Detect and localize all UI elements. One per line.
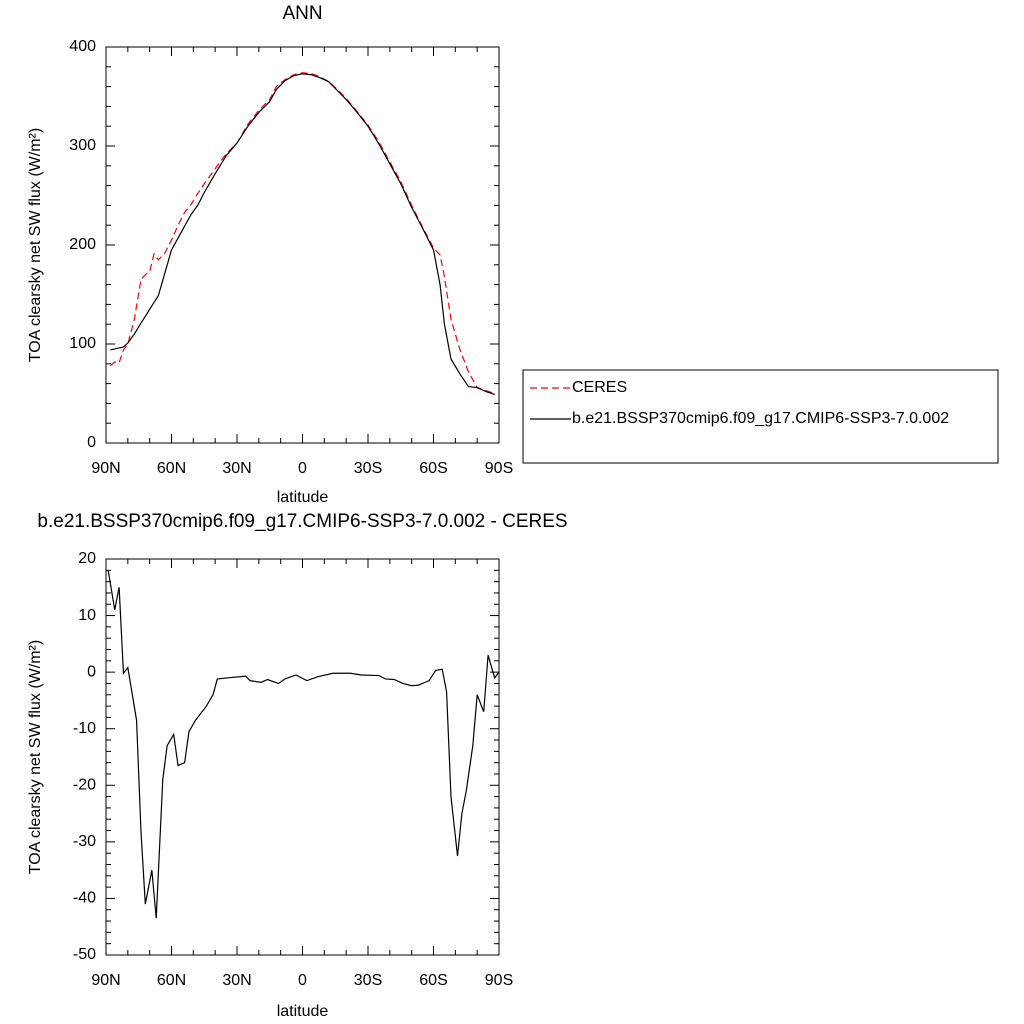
- y-tick-label: -30: [73, 833, 96, 850]
- x-tick-label: 90S: [485, 460, 513, 477]
- x-tick-label: 0: [298, 460, 307, 477]
- x-tick-label: 60N: [157, 460, 186, 477]
- data-line: [109, 72, 495, 395]
- x-tick-label: 60S: [419, 972, 447, 989]
- legend-label: CERES: [572, 379, 627, 396]
- y-tick-label: 400: [69, 38, 96, 55]
- x-tick-label: 30N: [222, 972, 251, 989]
- y-tick-label: -10: [73, 720, 96, 737]
- plot-frame: [105, 558, 500, 956]
- y-tick-label: 100: [69, 335, 96, 352]
- y-tick-label: 200: [69, 236, 96, 253]
- y-tick-label: -40: [73, 890, 96, 907]
- plot-frame: [105, 46, 500, 444]
- x-tick-label: 90N: [91, 460, 120, 477]
- x-tick-label: 30S: [354, 972, 382, 989]
- data-line: [110, 73, 495, 396]
- x-tick-label: 90S: [485, 972, 513, 989]
- y-axis-label: TOA clearsky net SW flux (W/m²): [27, 640, 44, 874]
- y-tick-label: 10: [78, 607, 96, 624]
- y-tick-label: 0: [87, 434, 96, 451]
- x-tick-label: 60S: [419, 460, 447, 477]
- x-tick-label: 30S: [354, 460, 382, 477]
- y-axis-label: TOA clearsky net SW flux (W/m²): [27, 128, 44, 362]
- x-tick-label: 30N: [222, 460, 251, 477]
- x-axis-label: latitude: [277, 1003, 329, 1020]
- chart-title: ANN: [282, 3, 322, 24]
- data-line: [107, 570, 500, 919]
- x-tick-label: 0: [298, 972, 307, 989]
- chart-title: b.e21.BSSP370cmip6.f09_g17.CMIP6-SSP3-7.…: [37, 511, 567, 532]
- x-tick-label: 60N: [157, 972, 186, 989]
- y-tick-label: 0: [87, 663, 96, 680]
- y-tick-label: 20: [78, 550, 96, 567]
- x-tick-label: 90N: [91, 972, 120, 989]
- legend-label: b.e21.BSSP370cmip6.f09_g17.CMIP6-SSP3-7.…: [572, 410, 949, 427]
- legend-box: [522, 369, 999, 464]
- y-tick-label: -20: [73, 777, 96, 794]
- y-tick-label: -50: [73, 946, 96, 963]
- y-tick-label: 300: [69, 137, 96, 154]
- x-axis-label: latitude: [277, 489, 329, 506]
